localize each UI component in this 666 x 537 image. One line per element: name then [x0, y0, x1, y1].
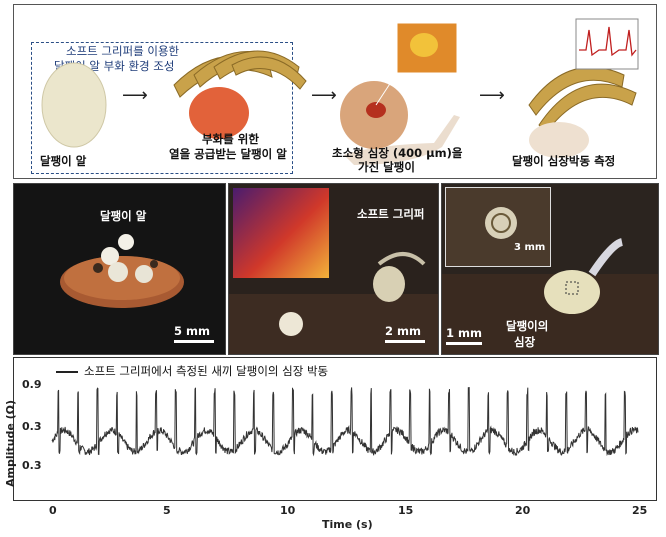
gripper-on-snail-illustration	[528, 66, 637, 158]
eggs-label: 달팽이 알	[100, 209, 147, 223]
schematic-panel: 소프트 그리퍼를 이용한 달팽이 알 부화 환경 조성	[13, 4, 657, 179]
heartbeat-trace	[51, 387, 639, 457]
y-axis-label: Amplitude (Ω)	[4, 399, 17, 487]
scale-bar	[174, 340, 214, 343]
legend-label: 소프트 그리퍼에서 측정된 새끼 달팽이의 심장 박동	[84, 364, 329, 378]
legend-swatch	[56, 371, 78, 373]
inset-scale-label-3mm: 3 mm	[514, 242, 546, 253]
x-tick-label: 20	[515, 504, 531, 517]
schematic-illustration	[41, 18, 639, 165]
heated-egg	[189, 87, 249, 139]
incubation-dashed-box	[31, 42, 293, 174]
heartbeat-series-line	[51, 387, 639, 457]
y-tick-label: 0.3	[22, 459, 42, 472]
soft-gripper-illustration	[173, 50, 307, 98]
scale-label-5mm: 5 mm	[174, 324, 210, 338]
photo-soft-gripper: 소프트 그리퍼 2 mm	[228, 183, 439, 355]
x-tick-label: 5	[163, 504, 171, 517]
scale-bar	[385, 340, 425, 343]
baby-snail-inset-image	[445, 187, 551, 267]
step1-label: 달팽이 알	[40, 154, 87, 168]
x-axis-label: Time (s)	[322, 518, 373, 531]
snail-heart-label-line1: 달팽이의	[506, 319, 549, 333]
arrow-3-icon: ⟶	[479, 85, 505, 106]
snail-illustration	[340, 81, 460, 165]
step2-label-line2: 열을 공급받는 달팽이 알	[169, 147, 287, 161]
step4-label: 달팽이 심장박동 측정	[512, 154, 616, 168]
x-tick-label: 0	[49, 504, 57, 517]
x-tick-label: 10	[280, 504, 296, 517]
x-tick-label: 25	[632, 504, 648, 517]
scale-label-1mm: 1 mm	[446, 326, 482, 340]
heartbeat-chart: 소프트 그리퍼에서 측정된 새끼 달팽이의 심장 박동	[13, 357, 657, 501]
scale-bar	[446, 342, 482, 345]
snail-heart-label-line2: 심장	[514, 335, 536, 349]
step2-label-line1: 부화를 위한	[202, 132, 259, 146]
arrow-2-icon: ⟶	[311, 85, 337, 106]
x-tick-label: 15	[398, 504, 414, 517]
step3-label-line1: 초소형 심장 (400 μm)을	[332, 146, 463, 160]
egg-illustration	[41, 62, 107, 148]
scale-label-2mm: 2 mm	[385, 324, 421, 338]
y-tick-label: 0.9	[22, 378, 42, 391]
thermal-inset-image	[233, 188, 329, 278]
photo-snail-heart: 3 mm 달팽이의 심장 1 mm	[441, 183, 659, 355]
arrow-1-icon: ⟶	[122, 85, 148, 106]
step3-label-line2: 가진 달팽이	[358, 160, 415, 174]
dashed-caption-line1: 소프트 그리퍼를 이용한	[66, 44, 180, 58]
photo-eggs-on-coin: 달팽이 알 5 mm	[13, 183, 226, 355]
y-tick-label: 0.3	[22, 420, 42, 433]
soft-gripper-label: 소프트 그리퍼	[357, 207, 425, 221]
